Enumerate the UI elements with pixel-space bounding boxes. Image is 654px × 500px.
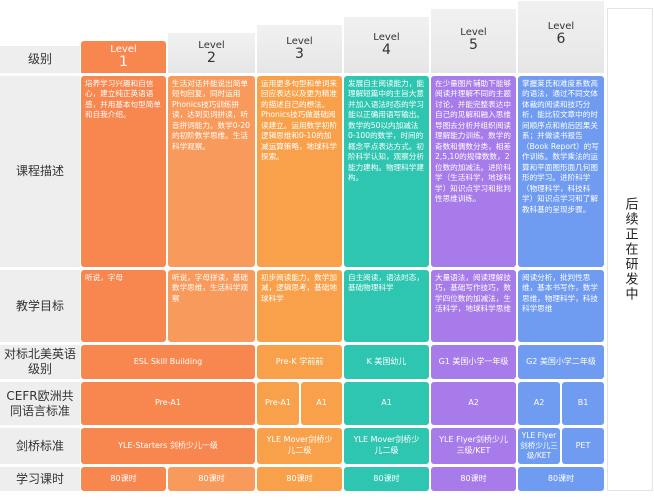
level-header-3: Level 3 [257, 25, 342, 73]
hours-level-5: 80课时 [431, 467, 516, 491]
description-level-3: 运用更多句型和单词来回应表达以及更为精准的描述自己的想法。Phonics技巧做基… [257, 76, 342, 267]
goal-level-6: 阅读分析，批判性思维，基本书写作，数学思维，物理科学，科技科学思维 [518, 270, 604, 342]
cefr-level-6b: B1 [562, 382, 604, 425]
description-level-2: 生活对话并能说出简单短句回复，同时运用Phonics技巧训练拼读，达到见词拼读，… [168, 76, 255, 267]
cefr-level-6a: A2 [518, 382, 560, 425]
description-level-1: 培养学习兴趣和自信心，建立纯正英语语感，并用基本句型简单和自我介绍。 [81, 76, 166, 267]
level-number: 3 [295, 46, 304, 62]
level-number: 4 [382, 42, 391, 58]
level-header-2: Level 2 [168, 33, 255, 73]
goal-level-4: 自主阅读，语法时态，基础物理科学 [344, 270, 429, 342]
cambridge-level-1-2: YLE-Starters 剑桥少儿一级 [81, 428, 255, 464]
in-development-note: 后续正在研发中 [607, 8, 653, 491]
in-development-text: 后续正在研发中 [622, 197, 638, 302]
cambridge-level-3: YLE Mover剑桥少儿二级 [257, 428, 342, 464]
hours-level-4: 80课时 [344, 467, 429, 491]
hours-level-3: 80课时 [257, 467, 342, 491]
level-word: Level [110, 44, 137, 55]
us-level-6: G2 美国小学二年级 [518, 345, 604, 379]
level-word: Level [373, 32, 400, 43]
goal-level-1: 听说，字母 [81, 270, 166, 342]
cambridge-level-5: YLE Flyer剑桥少儿三级/KET [431, 428, 516, 464]
row-label-hours: 学习课时 [0, 467, 80, 491]
us-level-1-2: ESL Skill Building [81, 345, 255, 379]
cambridge-level-6a: YLE Flyer 剑桥少儿三级/KET [518, 428, 560, 464]
cambridge-level-6b: PET [562, 428, 604, 464]
level-header-5: Level 5 [431, 9, 516, 73]
cefr-level-4: A1 [344, 382, 429, 425]
description-level-4: 发展自主阅读能力，能理解短篇中的主旨大意并加入语法时态的学习能以正确用语写输出。… [344, 76, 429, 267]
level-word: Level [460, 27, 487, 38]
row-label-us-level: 对标北美英语级别 [0, 345, 80, 379]
level-number: 5 [469, 37, 478, 53]
level-header-4: Level 4 [344, 17, 429, 73]
level-number: 6 [556, 31, 566, 47]
level-header-6: Level 6 [518, 1, 604, 73]
hours-level-1: 80课时 [81, 467, 166, 491]
level-word: Level [547, 21, 575, 32]
us-level-3: Pre-K 学前前 [257, 345, 342, 379]
us-level-5: G1 美国小学一年级 [431, 345, 516, 379]
hours-level-6: 80课时 [518, 467, 604, 491]
level-number: 2 [207, 50, 216, 66]
row-label-cambridge: 剑桥标准 [0, 428, 80, 464]
cefr-level-5: A2 [431, 382, 516, 425]
goal-level-2: 听说，字母拼读，基础数学思维，生活科学观察 [168, 270, 255, 342]
level-header-1: Level 1 [81, 41, 166, 73]
goal-level-3: 初步阅读能力，数学加减，逻辑思考，基础地球科学 [257, 270, 342, 342]
cefr-level-3a: Pre-A1 [257, 382, 299, 425]
hours-level-2: 80课时 [168, 467, 255, 491]
description-level-6: 掌握莱氏和难度系数高的语法，通过不同文体体裁的阅读和技巧分析，能比较文章中的时间… [518, 76, 604, 267]
row-label-level: 级别 [0, 46, 80, 73]
row-label-description: 课程描述 [0, 76, 80, 267]
level-number: 1 [119, 54, 128, 70]
row-label-goal: 教学目标 [0, 270, 80, 342]
cambridge-level-4: YLE Mover剑桥少儿二级 [344, 428, 429, 464]
row-label-cefr: CEFR欧洲共同语言标准 [0, 382, 80, 425]
us-level-4: K 美国幼儿 [344, 345, 429, 379]
goal-level-5: 大量语法，阅读理解技巧，基础写作技巧，数学四位数的加减法，生活科学，地球科学思维 [431, 270, 516, 342]
level-word: Level [286, 36, 313, 47]
cefr-level-3b: A1 [301, 382, 342, 425]
cefr-level-1-2: Pre-A1 [81, 382, 255, 425]
level-word: Level [198, 40, 225, 51]
description-level-5: 在少量图片辅助下能够阅读并理解不同的主题讨论，并能完整表达中自己的见解和融入思维… [431, 76, 516, 267]
